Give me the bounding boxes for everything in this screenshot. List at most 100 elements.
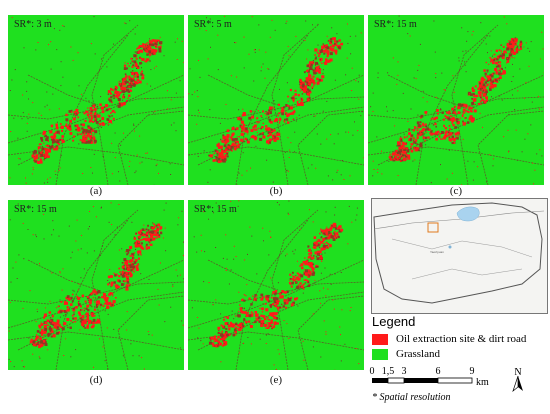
scatter-pixel [330,134,332,136]
oil-site-pixel [235,142,237,144]
oil-site-pixel [400,137,402,139]
oil-site-pixel [481,86,485,90]
oil-site-pixel [250,136,253,138]
scatter-pixel [198,327,200,329]
scatter-pixel [200,340,202,342]
scatter-pixel [165,250,167,252]
oil-site-pixel [268,109,270,112]
oil-site-pixel [281,109,285,113]
oil-site-pixel [86,304,90,308]
oil-site-pixel [141,70,143,73]
oil-site-pixel [491,61,495,65]
oil-site-pixel [283,302,287,305]
oil-site-pixel [35,334,38,336]
oil-site-pixel [446,131,448,133]
oil-site-pixel [147,231,149,233]
oil-site-pixel [31,339,34,342]
oil-site-pixel [52,143,54,145]
oil-site-pixel [212,159,215,162]
oil-site-pixel [249,325,253,328]
oil-site-pixel [398,146,402,150]
oil-site-pixel [138,235,142,239]
oil-site-pixel [493,59,496,62]
oil-site-pixel [334,230,336,233]
oil-site-pixel [329,233,333,237]
scatter-pixel [329,243,331,245]
oil-site-pixel [292,275,294,277]
oil-site-pixel [224,151,226,153]
caption-c: (c) [449,185,463,197]
scatter-pixel [541,155,543,157]
scatter-pixel [183,61,184,63]
oil-site-pixel [109,92,112,95]
spatial-resolution-label-a: SR*: 3 m [14,19,52,30]
oil-site-pixel [278,292,282,295]
oil-site-pixel [251,135,255,139]
oil-site-pixel [223,343,227,346]
oil-site-pixel [154,225,157,228]
oil-site-pixel [294,89,297,92]
oil-site-pixel [130,259,134,263]
oil-site-pixel [56,140,60,144]
oil-site-pixel [312,270,315,273]
oil-site-pixel [146,53,149,56]
oil-site-pixel [488,78,492,82]
oil-site-pixel [88,140,92,144]
oil-site-pixel [137,257,140,260]
oil-site-pixel [256,117,259,119]
oil-site-pixel [313,241,317,244]
scatter-pixel [258,316,260,318]
oil-site-pixel [511,56,513,59]
oil-site-pixel [124,83,126,85]
oil-site-pixel [246,140,250,144]
scatter-pixel [373,169,375,170]
oil-site-pixel [266,112,269,115]
scatter-pixel [295,278,297,279]
oil-site-pixel [261,296,264,299]
oil-site-pixel [154,40,158,44]
scatter-pixel [11,79,13,81]
oil-site-pixel [53,137,56,140]
oil-site-pixel [486,84,488,87]
oil-site-pixel [262,303,264,305]
oil-site-pixel [139,245,143,248]
oil-site-pixel [128,249,131,252]
oil-site-pixel [73,313,75,316]
scatter-pixel [86,252,88,254]
map-panel-e: SR*: 15 m [188,200,364,370]
oil-site-pixel [276,137,280,141]
oil-site-pixel [72,308,76,312]
oil-site-pixel [238,136,240,138]
scatter-pixel [435,96,437,98]
oil-site-pixel [142,233,145,237]
scatter-pixel [354,121,355,123]
oil-site-pixel [119,102,123,106]
oil-site-pixel [402,154,404,157]
scatter-pixel [55,174,57,175]
scatter-pixel [141,67,142,69]
scatter-pixel [114,234,116,236]
scatter-pixel [508,114,510,116]
oil-site-pixel [454,105,456,108]
oil-site-pixel [120,85,123,89]
oil-site-pixel [252,295,254,297]
scatter-pixel [259,338,261,340]
scatter-pixel [352,134,354,136]
oil-site-pixel [330,42,332,45]
oil-site-pixel [56,142,59,145]
oil-site-pixel [79,320,82,323]
oil-site-pixel [116,96,119,99]
oil-site-pixel [291,271,294,274]
oil-site-pixel [265,114,267,116]
scatter-pixel [140,273,142,275]
scatter-pixel [527,47,529,49]
scatter-pixel [142,233,144,235]
scatter-pixel [59,271,61,273]
oil-site-pixel [87,299,89,301]
oil-site-pixel [92,121,95,123]
scatter-pixel [539,58,541,60]
oil-site-pixel [126,67,128,70]
oil-site-pixel [324,48,328,52]
oil-site-pixel [403,154,405,157]
oil-site-pixel [136,244,140,248]
